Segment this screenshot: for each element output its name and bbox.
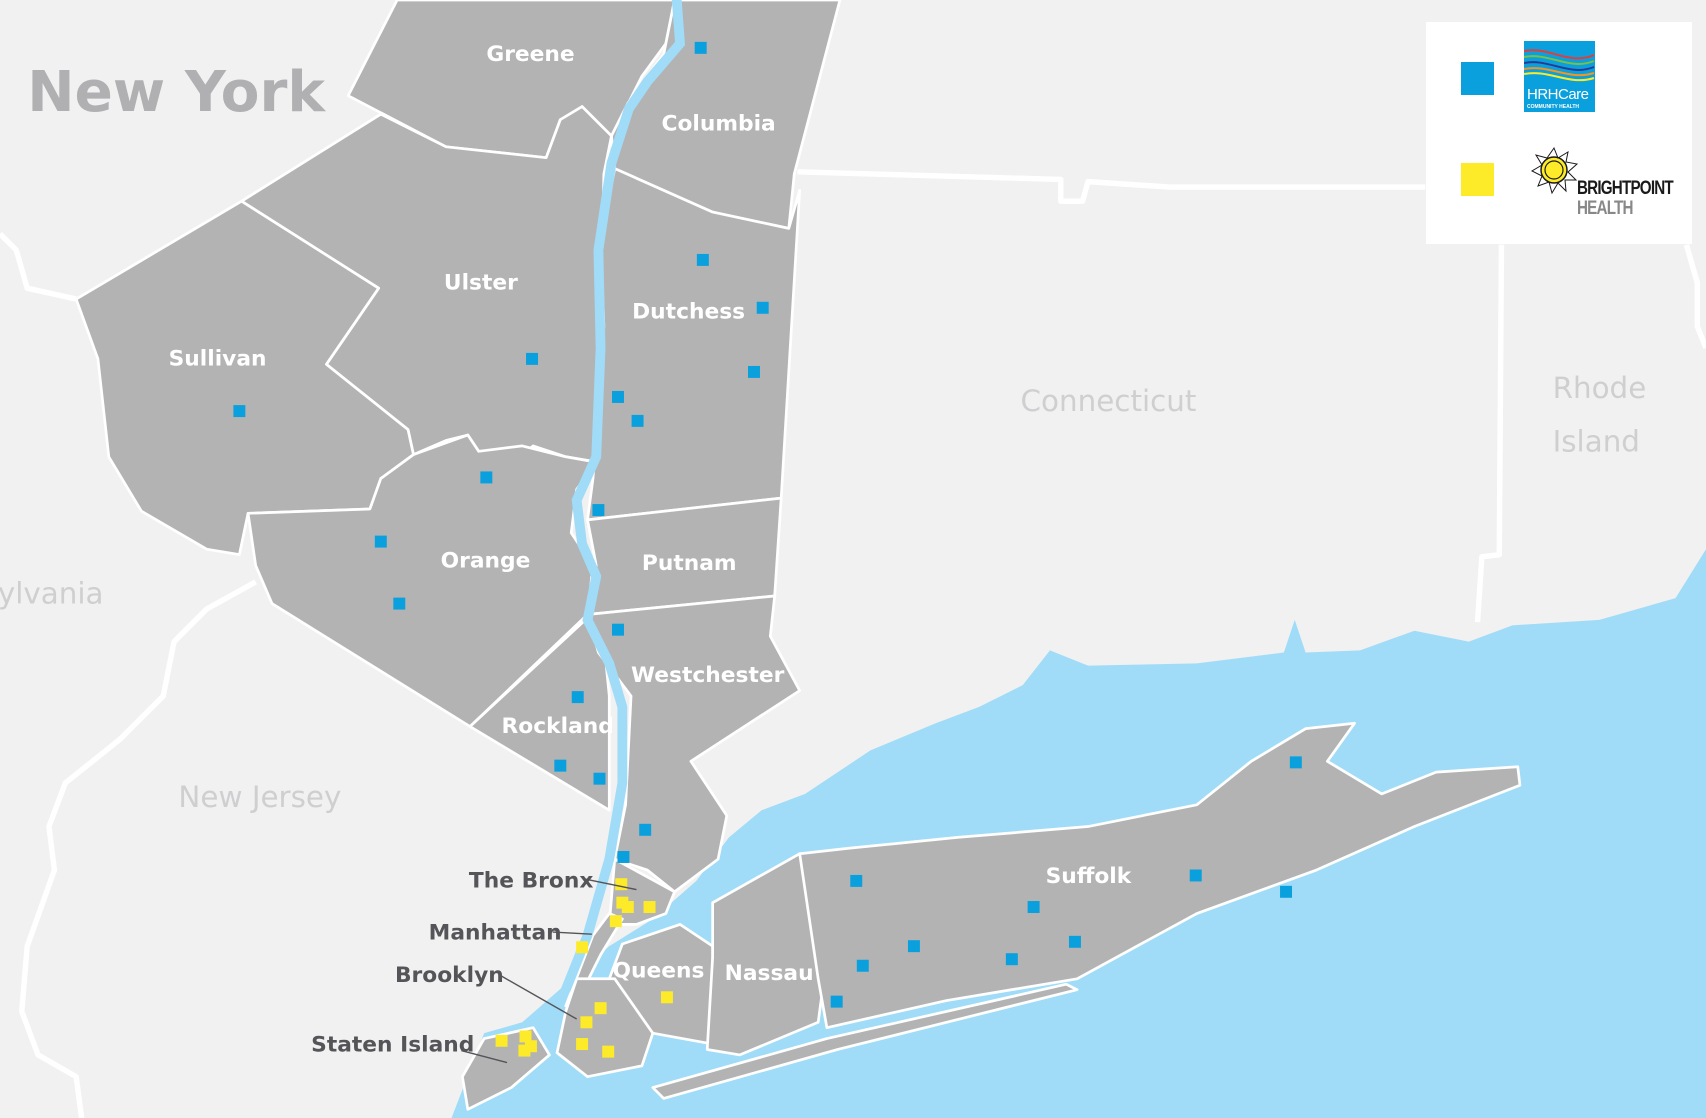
hrhcare-logo: HRHCare COMMUNITY HEALTH	[1524, 41, 1595, 112]
hrhcare-location-marker	[1280, 885, 1293, 898]
state-label-rhode-island-2: Island	[1553, 424, 1640, 458]
hrhcare-location-marker	[696, 253, 709, 266]
hudson-river	[560, 0, 686, 995]
hrhcare-location-marker	[612, 390, 624, 403]
brightpoint-location-marker	[580, 1016, 593, 1029]
county-brooklyn	[555, 977, 655, 1079]
brightpoint-location-marker	[576, 1038, 589, 1051]
hrhcare-location-marker	[480, 471, 493, 484]
hrhcare-location-marker	[856, 959, 869, 972]
map-title: New York	[27, 59, 326, 125]
brightpoint-location-marker	[621, 901, 634, 913]
hrhcare-location-marker	[617, 851, 630, 863]
hrhcare-location-marker	[1189, 869, 1202, 882]
hrhcare-location-marker	[374, 535, 387, 548]
hrhcare-location-marker	[554, 759, 567, 772]
hrhcare-location-marker	[526, 352, 539, 365]
hrhcare-location-marker	[1289, 756, 1302, 769]
label-rockland: Rockland	[502, 714, 614, 739]
legend-marker-hrhcare	[1461, 62, 1494, 95]
brightpoint-location-marker	[660, 991, 673, 1004]
hrhcare-location-marker	[1027, 901, 1040, 913]
brightpoint-location-marker	[615, 878, 628, 891]
county-westchester	[586, 594, 802, 894]
state-borders	[0, 169, 1706, 1118]
brightpoint-logo-text: BRIGHTPOINT	[1577, 178, 1674, 199]
label-brooklyn: Brooklyn	[395, 963, 504, 988]
label-greene: Greene	[486, 42, 574, 67]
sun-icon	[1530, 146, 1579, 195]
state-label-new-jersey: New Jersey	[178, 780, 341, 814]
hrhcare-location-marker	[1068, 935, 1081, 948]
hrhcare-logo-text: HRHCare	[1527, 86, 1589, 103]
state-label-rhode-island: Rhode	[1553, 371, 1647, 405]
hrhcare-location-marker	[571, 691, 584, 704]
label-staten-island: Staten Island	[311, 1033, 474, 1058]
hrhcare-location-marker	[694, 41, 707, 54]
hrhcare-location-marker	[907, 940, 920, 953]
brightpoint-location-marker	[518, 1044, 531, 1057]
hrhcare-location-marker	[850, 874, 863, 887]
label-orange: Orange	[441, 549, 531, 574]
label-sullivan: Sullivan	[169, 346, 267, 371]
legend-marker-brightpoint	[1461, 163, 1494, 196]
hrhcare-location-marker	[748, 365, 760, 378]
brightpoint-location-marker	[643, 901, 656, 913]
hrhcare-location-marker	[631, 414, 644, 427]
label-dutchess: Dutchess	[632, 300, 745, 325]
hrhcare-location-marker	[593, 772, 606, 785]
label-putnam: Putnam	[642, 551, 737, 576]
label-bronx: The Bronx	[469, 868, 593, 893]
brightpoint-location-marker	[524, 1040, 537, 1053]
hrhcare-location-marker	[830, 995, 843, 1008]
brightpoint-location-marker	[576, 941, 589, 954]
brightpoint-location-marker	[602, 1045, 615, 1058]
hrhcare-location-marker	[1005, 953, 1018, 966]
label-nassau: Nassau	[725, 961, 814, 986]
hrhcare-location-marker	[639, 823, 652, 836]
label-suffolk: Suffolk	[1046, 864, 1132, 889]
counties	[74, 0, 1522, 1111]
leader-lines	[461, 878, 637, 1064]
state-label-pennsylvania: ylvania	[0, 577, 104, 611]
label-westchester: Westchester	[631, 663, 785, 688]
hrhcare-location-marker	[592, 504, 605, 517]
brightpoint-location-marker	[495, 1034, 508, 1047]
county-suffolk	[798, 721, 1522, 1030]
label-ulster: Ulster	[444, 270, 518, 295]
hrhcare-location-marker	[393, 597, 406, 610]
brightpoint-location-marker	[519, 1030, 532, 1043]
brightpoint-logo: BRIGHTPOINT HEALTH	[1530, 144, 1680, 224]
label-manhattan: Manhattan	[429, 921, 562, 946]
island	[1447, 647, 1654, 735]
barrier-island	[651, 982, 1079, 1100]
hrhcare-location-marker	[612, 623, 624, 636]
wave-icon	[1524, 49, 1595, 82]
health-center-markers	[233, 41, 1302, 1058]
label-columbia: Columbia	[662, 112, 776, 137]
hrhcare-logo-subtext: COMMUNITY HEALTH	[1527, 104, 1580, 110]
brightpoint-location-marker	[594, 1002, 607, 1015]
legend: HRHCare COMMUNITY HEALTH BRIGHTPOINT HEA…	[1426, 22, 1692, 244]
hrhcare-location-marker	[756, 301, 769, 314]
brightpoint-logo-subtext: HEALTH	[1577, 198, 1634, 219]
state-label-connecticut: Connecticut	[1021, 384, 1197, 418]
brightpoint-location-marker	[609, 915, 622, 928]
hrhcare-location-marker	[233, 405, 246, 418]
label-queens: Queens	[613, 959, 705, 984]
